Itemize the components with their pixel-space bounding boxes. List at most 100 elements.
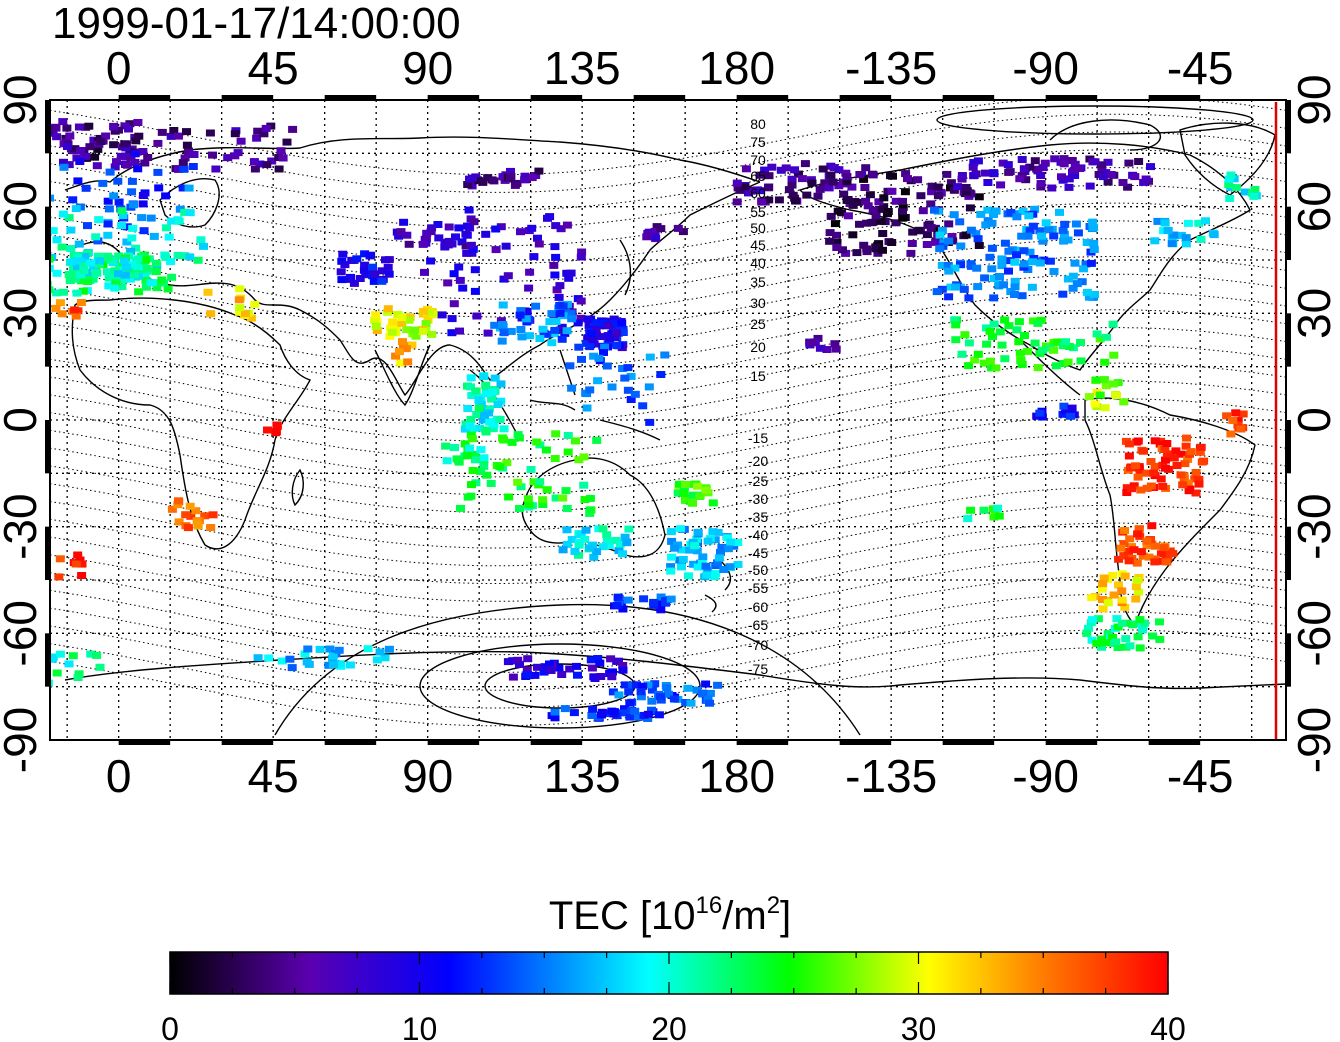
tec-sample xyxy=(555,282,565,290)
tec-sample xyxy=(1106,171,1116,178)
tec-sample xyxy=(151,268,161,276)
tec-sample xyxy=(1028,222,1038,230)
tec-sample xyxy=(83,222,92,230)
tec-sample xyxy=(182,141,192,149)
left-latitude-labels: 90 60 30 0 -30 -60 -90 xyxy=(0,74,46,773)
tec-sample xyxy=(807,339,817,346)
tec-sample xyxy=(434,234,444,242)
tec-sample xyxy=(732,179,742,187)
tec-sample xyxy=(522,308,532,315)
tec-sample xyxy=(482,390,492,398)
tec-sample xyxy=(17,272,26,279)
tec-sample xyxy=(926,200,936,208)
tec-sample xyxy=(85,143,95,151)
tec-sample xyxy=(585,343,595,351)
tec-sample xyxy=(998,159,1008,167)
tec-sample xyxy=(618,550,627,558)
latitude-label: 30 xyxy=(1288,288,1340,339)
tec-sample xyxy=(913,176,923,184)
tec-sample xyxy=(620,374,630,382)
tec-sample xyxy=(989,513,999,521)
tec-sample xyxy=(933,183,943,191)
longitude-label: 135 xyxy=(544,750,621,802)
longitude-label: 0 xyxy=(106,42,132,94)
tec-sample xyxy=(471,387,481,395)
top-longitude-labels: 0 45 90 135 180 -135 -90 -45 xyxy=(106,42,1234,94)
tec-sample xyxy=(1124,159,1134,167)
tec-sample xyxy=(1049,268,1059,275)
tec-sample xyxy=(372,656,382,664)
tec-sample xyxy=(565,665,575,673)
tec-sample xyxy=(585,544,595,552)
tec-sample xyxy=(703,566,713,574)
tec-sample xyxy=(127,260,137,268)
tec-sample xyxy=(693,563,703,571)
tec-sample xyxy=(588,336,598,344)
tec-sample xyxy=(1090,400,1100,408)
tec-sample xyxy=(0,167,3,174)
tec-sample xyxy=(487,388,497,396)
tec-sample xyxy=(58,210,68,218)
tec-sample xyxy=(842,173,852,181)
tec-sample xyxy=(848,231,858,239)
tec-sample xyxy=(1159,227,1169,235)
tec-sample xyxy=(1156,550,1166,558)
tec-sample xyxy=(502,459,512,467)
tec-sample xyxy=(966,506,976,514)
tec-sample xyxy=(614,657,623,665)
tec-sample xyxy=(456,504,465,512)
tec-sample xyxy=(191,507,201,515)
tec-sample xyxy=(205,129,215,137)
tec-sample xyxy=(1095,391,1105,399)
tec-sample xyxy=(1068,284,1078,292)
tec-sample xyxy=(551,494,561,502)
magnetic-latitude-label: -25 xyxy=(748,473,768,489)
tec-sample xyxy=(813,192,823,200)
tec-sample xyxy=(1015,175,1025,183)
tec-sample xyxy=(454,224,464,232)
tec-sample xyxy=(979,506,989,514)
latitude-label: 60 xyxy=(0,181,46,232)
tec-sample xyxy=(66,258,76,266)
tec-sample xyxy=(120,140,130,148)
tec-sample xyxy=(28,137,37,144)
tec-sample xyxy=(942,170,952,178)
bottom-band-segment xyxy=(942,740,995,745)
tec-sample xyxy=(898,214,908,222)
tec-sample xyxy=(550,243,560,251)
tec-sample xyxy=(701,680,711,688)
tec-sample xyxy=(787,181,797,189)
tec-sample xyxy=(983,179,993,186)
tec-sample xyxy=(475,424,485,432)
tec-sample xyxy=(787,175,797,183)
tec-sample xyxy=(1099,574,1109,582)
tec-sample xyxy=(576,297,586,305)
tec-sample xyxy=(524,501,534,508)
tec-sample xyxy=(562,540,572,548)
tec-sample xyxy=(173,501,183,509)
tec-sample xyxy=(33,148,42,155)
tec-sample xyxy=(498,173,508,181)
tec-sample xyxy=(375,648,385,656)
tec-sample xyxy=(956,242,966,250)
tec-sample xyxy=(16,126,25,133)
tec-sample xyxy=(1124,452,1134,460)
tec-sample xyxy=(1082,288,1092,296)
tec-sample xyxy=(40,154,49,161)
tec-sample xyxy=(848,201,858,209)
tec-sample xyxy=(755,171,765,179)
tec-sample xyxy=(989,169,999,177)
tec-sample xyxy=(130,150,140,158)
tec-sample xyxy=(545,665,555,673)
tec-sample xyxy=(371,311,381,319)
tec-sample xyxy=(86,259,96,267)
tec-sample xyxy=(1051,362,1061,370)
bottom-longitude-labels: 0 45 90 135 180 -135 -90 -45 xyxy=(106,750,1234,802)
tec-sample xyxy=(961,231,971,239)
tec-sample xyxy=(901,170,911,178)
tec-sample xyxy=(1037,232,1046,240)
tec-sample xyxy=(838,246,847,254)
tec-sample xyxy=(561,487,571,495)
latitude-label: -60 xyxy=(1288,600,1340,666)
